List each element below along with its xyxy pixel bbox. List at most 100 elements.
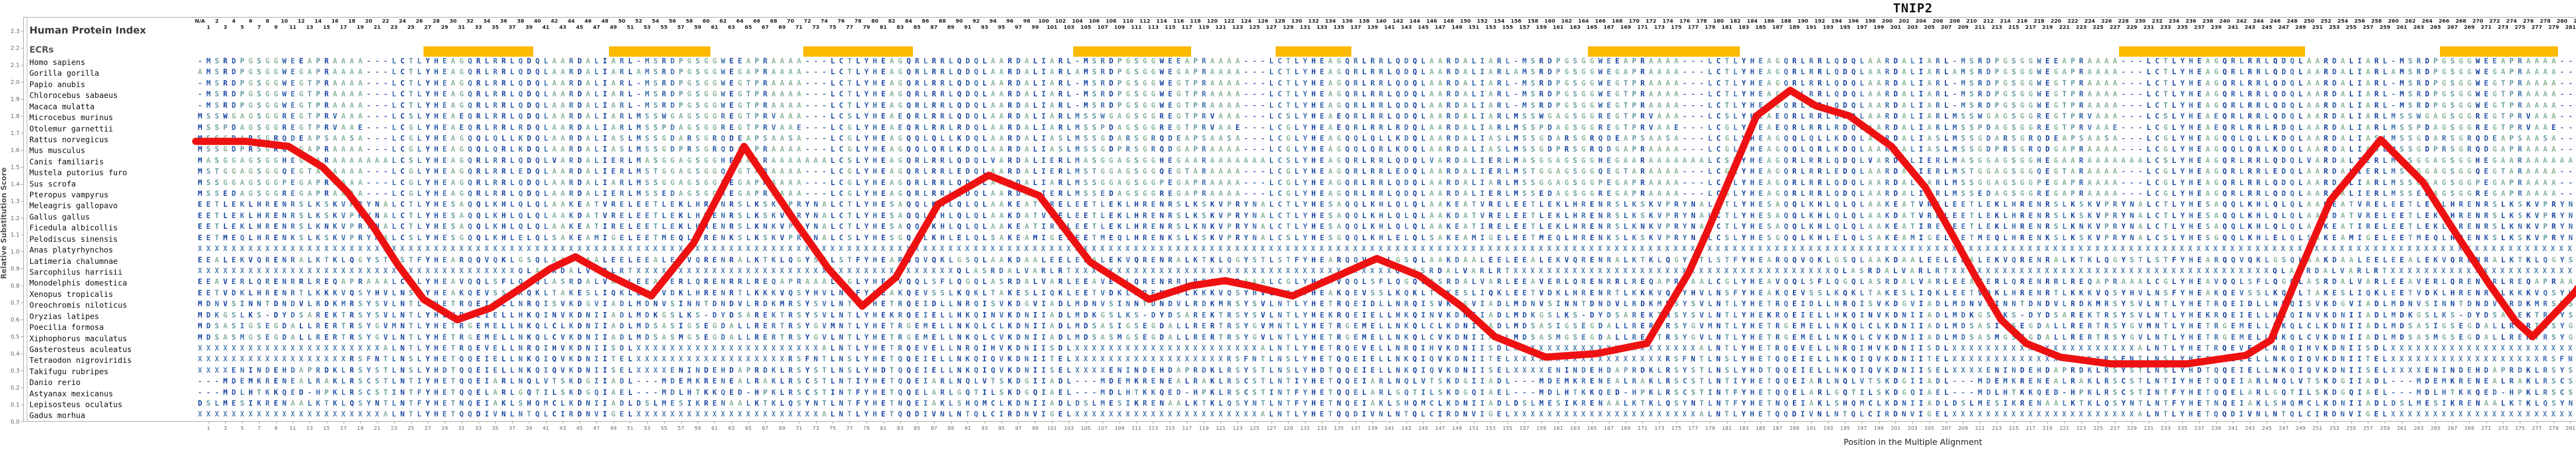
y-tick-label: 1.6 [4, 147, 20, 154]
sequence-row: XXXXXXXXXXXXXXXXXXXXXXXXXXXXXXXXXXXXXXXX… [198, 245, 2576, 253]
x-tick-label: 123 [1233, 426, 1243, 431]
species-name: Mus musculus [29, 146, 194, 155]
species-name: Gallus gallus [29, 212, 194, 222]
x-tick-label: 209 [1958, 426, 1968, 431]
position-number: 33 [475, 25, 482, 30]
position-number: 83 [896, 25, 904, 30]
species-name: Homo sapiens [29, 58, 194, 67]
x-tick-label: 257 [2363, 426, 2373, 431]
species-name: Gorilla gorilla [29, 69, 194, 78]
sequence-row: DSLMESIKRENAALKTKLQSYNTLNTFYHETNQEIAKLSH… [198, 399, 2576, 408]
x-tick-label: 99 [1032, 426, 1039, 431]
x-tick-mark [1288, 422, 1289, 424]
x-tick-label: 63 [728, 426, 735, 431]
position-number: 66 [753, 19, 760, 24]
position-number: 88 [939, 19, 946, 24]
position-number: 160 [1545, 19, 1555, 24]
x-tick-label: 71 [795, 426, 802, 431]
position-number: 177 [1688, 25, 1699, 30]
species-name: Sus scrofa [29, 179, 194, 189]
position-number: 142 [1393, 19, 1403, 24]
position-number: 146 [1426, 19, 1437, 24]
y-tick-mark [21, 149, 23, 151]
position-number: 17 [340, 25, 347, 30]
x-tick-label: 61 [711, 426, 718, 431]
x-tick-label: 41 [543, 426, 549, 431]
y-tick-label: 1.0 [4, 248, 20, 255]
position-number: 208 [1950, 19, 1960, 24]
x-tick-label: 59 [694, 426, 701, 431]
position-number: 164 [1578, 19, 1589, 24]
position-number: 269 [2464, 25, 2475, 30]
position-number: 184 [1747, 19, 1758, 24]
position-number: 35 [492, 25, 499, 30]
x-tick-label: 79 [863, 426, 870, 431]
position-number: 247 [2278, 25, 2289, 30]
position-number: 29 [441, 25, 448, 30]
species-name: Pteropus vampyrus [29, 190, 194, 199]
position-number: 277 [2531, 25, 2542, 30]
position-number: 134 [1325, 19, 1336, 24]
ecr-block [2119, 46, 2305, 57]
position-number: 222 [2067, 19, 2078, 24]
x-tick-mark [2469, 422, 2470, 424]
x-tick-mark [2064, 422, 2065, 424]
position-number: 207 [1941, 25, 1952, 30]
position-number: 179 [1705, 25, 1716, 30]
x-tick-mark [2047, 422, 2048, 424]
position-number: 115 [1165, 25, 1176, 30]
position-number: 279 [2548, 25, 2559, 30]
x-tick-label: 125 [1249, 426, 1259, 431]
x-tick-label: 51 [627, 426, 634, 431]
position-number: 158 [1528, 19, 1538, 24]
position-number: 133 [1317, 25, 1328, 30]
position-number: 233 [2160, 25, 2171, 30]
x-tick-label: 229 [2127, 426, 2137, 431]
x-tick-label: 11 [290, 426, 296, 431]
position-number: 30 [449, 19, 456, 24]
position-number: 230 [2135, 19, 2146, 24]
position-number: 226 [2101, 19, 2112, 24]
x-tick-label: 75 [829, 426, 836, 431]
position-number: 225 [2093, 25, 2104, 30]
position-number: 264 [2422, 19, 2433, 24]
x-tick-mark [2452, 422, 2453, 424]
ecr-block [1275, 46, 1352, 57]
x-tick-mark [1338, 422, 1340, 424]
y-tick-label: 1.7 [4, 130, 20, 137]
position-number: 10 [281, 19, 288, 24]
x-tick-label: 223 [2076, 426, 2086, 431]
y-tick-label: 0.9 [4, 265, 20, 272]
position-number: 32 [466, 19, 473, 24]
y-tick-label: 0.8 [4, 282, 20, 289]
ecr-block [423, 46, 533, 57]
position-number: 49 [610, 25, 617, 30]
position-number: N/A [195, 19, 205, 24]
sequence-row: EETLEKLHRENRSLKSKVPRYNALCTLYHESAQQLKHLQL… [198, 201, 2576, 209]
position-number: 231 [2143, 25, 2154, 30]
x-tick-label: 279 [2549, 426, 2558, 431]
position-number: 183 [1738, 25, 1749, 30]
position-number: 26 [416, 19, 423, 24]
x-tick-mark [1052, 422, 1053, 424]
position-number: 213 [1992, 25, 2003, 30]
y-tick-mark [21, 183, 23, 185]
x-tick-mark [1355, 422, 1357, 424]
x-tick-label: 175 [1671, 426, 1681, 431]
x-tick-mark [411, 422, 412, 424]
x-tick-mark [816, 422, 817, 424]
position-number: 63 [728, 25, 735, 30]
x-tick-label: 161 [1553, 426, 1563, 431]
position-number: 120 [1207, 19, 1218, 24]
x-tick-mark [1895, 422, 1896, 424]
x-tick-label: 205 [1924, 426, 1934, 431]
x-tick-label: 169 [1621, 426, 1631, 431]
position-number: 189 [1789, 25, 1800, 30]
x-tick-mark [377, 422, 378, 424]
x-tick-label: 249 [2296, 426, 2306, 431]
y-tick-label: 2.1 [4, 62, 20, 69]
species-name: Mustela putorius furo [29, 168, 194, 177]
position-number: 271 [2481, 25, 2492, 30]
position-number: 108 [1106, 19, 1116, 24]
